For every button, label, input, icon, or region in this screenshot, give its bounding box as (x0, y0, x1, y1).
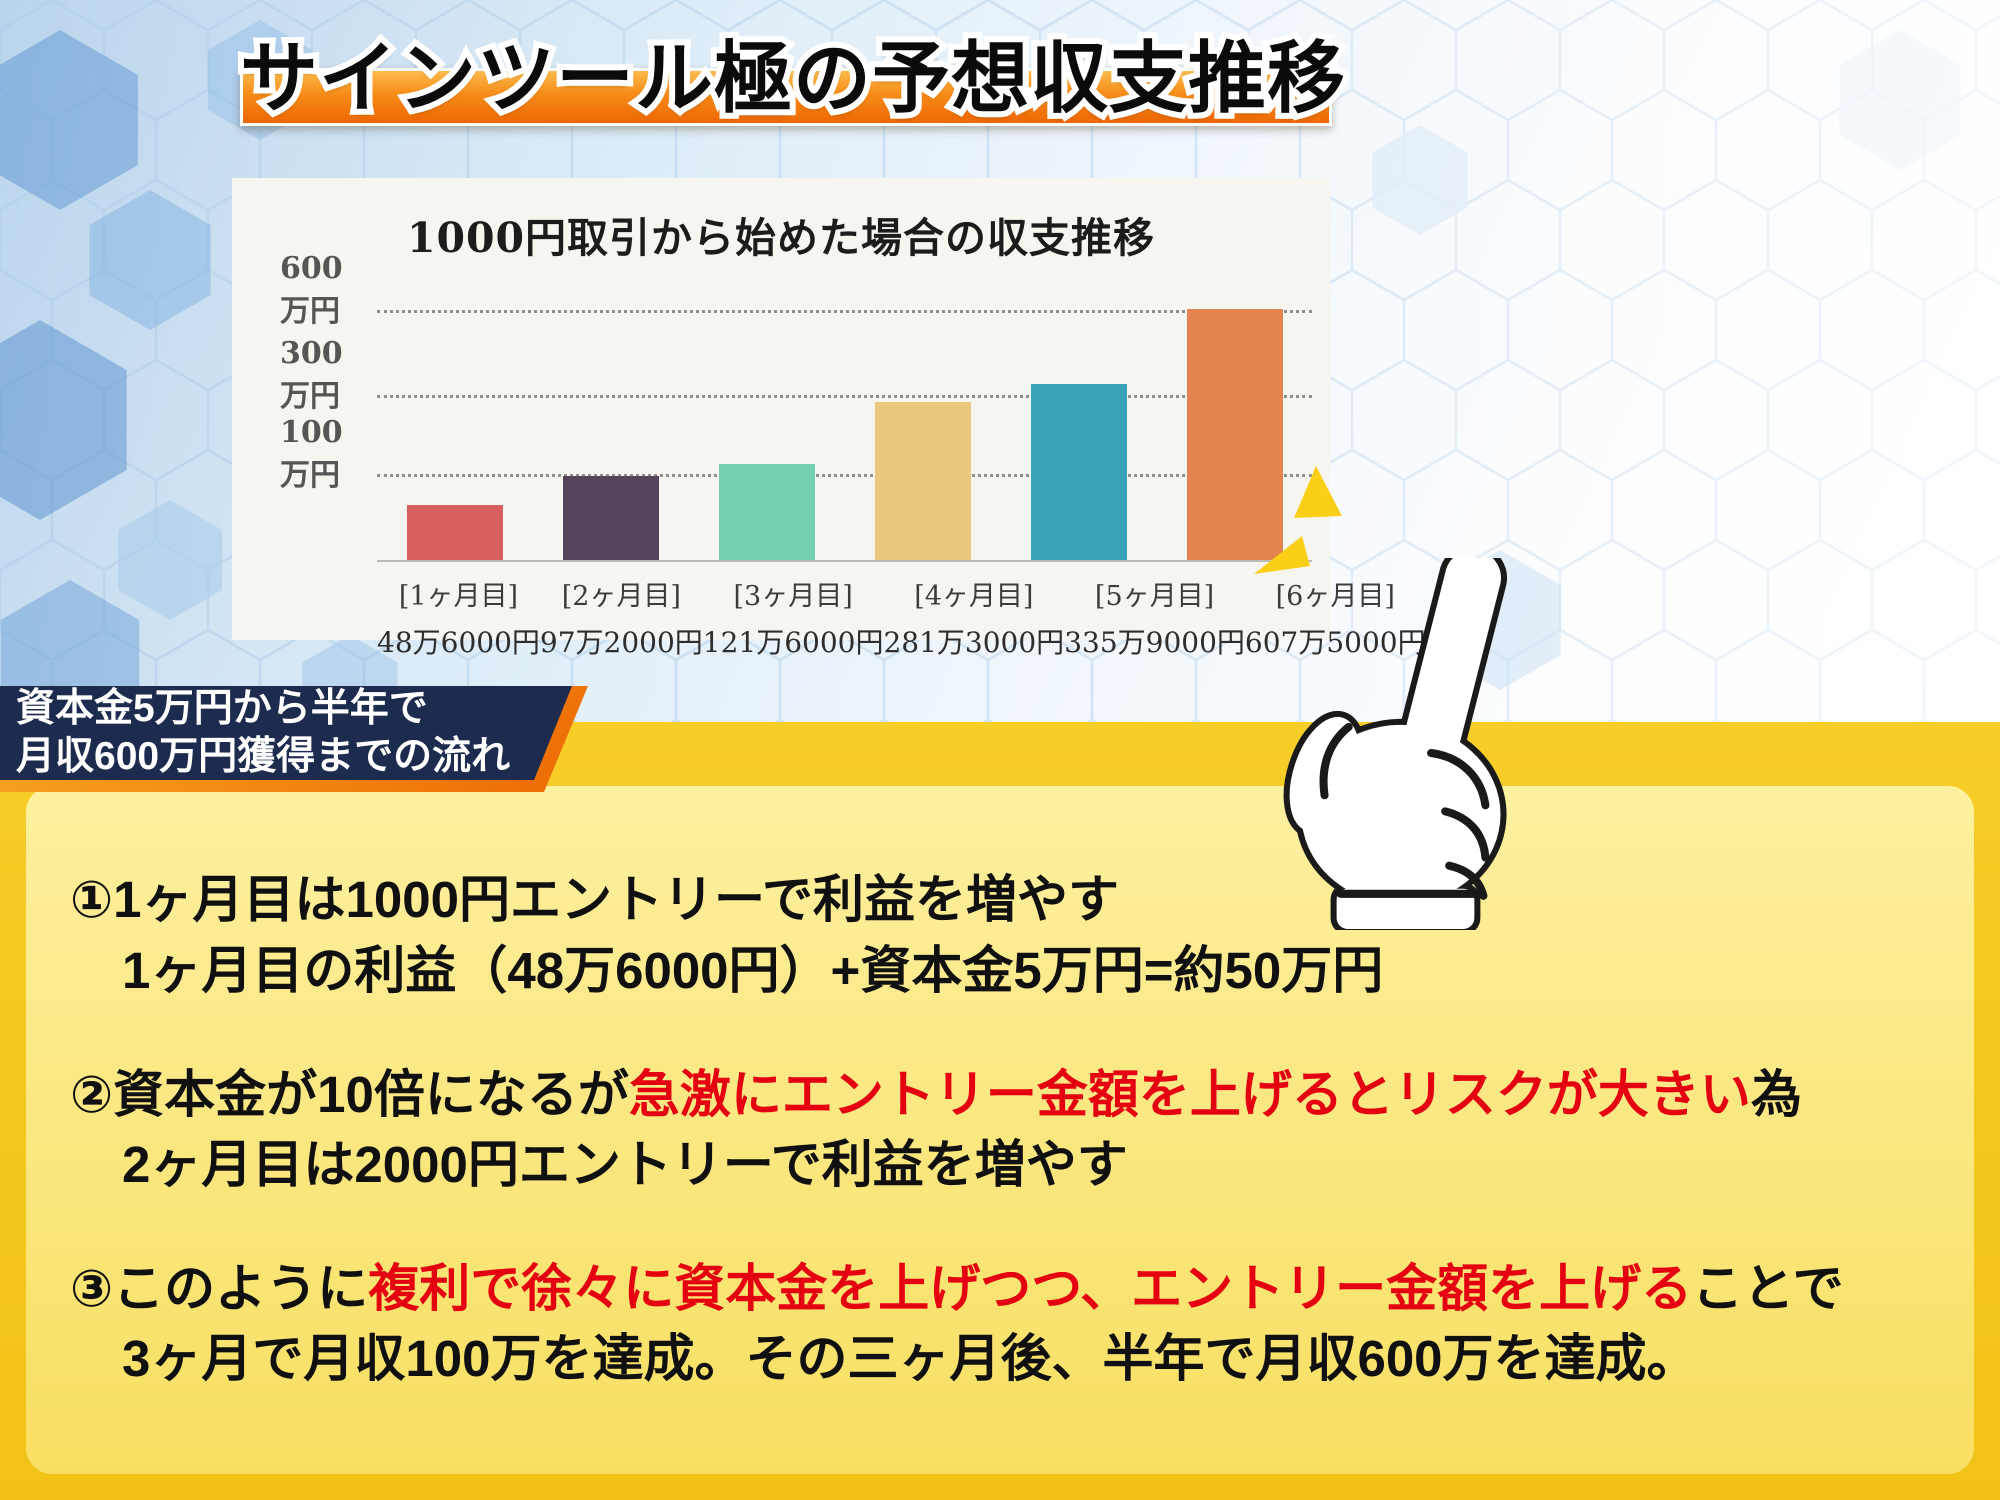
y-gridline (377, 474, 1312, 477)
chart-bar (563, 476, 659, 560)
chart-bar-column (533, 278, 689, 560)
chart-bar (1187, 309, 1283, 560)
note-2: ②資本金が10倍になるが急激にエントリー金額を上げるとリスクが大きい為 2ヶ月目… (70, 1060, 1930, 1201)
chart-bar-column (689, 278, 845, 560)
chart-x-labels: [1ヶ月目] 48万6000円 [2ヶ月目] 97万2000円 [3ヶ月目] 121万60… (377, 574, 1426, 661)
amount-label: 607万5000円 (1244, 626, 1426, 659)
amount-label: 121万6000円 (702, 626, 884, 659)
note-1: ①1ヶ月目は1000円エントリーで利益を増やす 1ヶ月目の利益（48万6000円… (70, 865, 1930, 1006)
emphasis-sparks-icon (1254, 466, 1342, 574)
note-3-line-1: ③このように複利で徐々に資本金を上げつつ、エントリー金額を上げることで (70, 1259, 1844, 1317)
chart-bar-column (377, 278, 533, 560)
highlighted-text: 複利で徐々に資本金を上げつつ、エントリー金額を上げる (368, 1259, 1693, 1317)
note-1-line-1: ①1ヶ月目は1000円エントリーで利益を増やす (70, 871, 1119, 929)
y-gridline (377, 309, 1312, 313)
month-label: [5ヶ月目] (1094, 581, 1215, 612)
month-label: [2ヶ月目] (561, 581, 681, 612)
amount-label: 48万6000円 (377, 626, 540, 659)
flow-badge-line1: 資本金5万円から半年で (16, 687, 428, 731)
highlighted-text: 急激にエントリー金額を上げるとリスクが大きい (628, 1065, 1751, 1123)
month-label: [6ヶ月目] (1275, 581, 1395, 612)
chart-plot: 600万円 300万円 100万円 (232, 251, 1330, 562)
month-label: [1ヶ月目] (398, 581, 519, 612)
chart-title: 1000円取引から始めた場合の収支推移 (406, 214, 1156, 262)
page-header: サインツール極の予想収支推移 サインツール極の予想収支推移 (234, 24, 1351, 152)
x-axis-label: [3ヶ月目] 121万6000円 (703, 574, 884, 661)
x-axis-label: [4ヶ月目] 281万3000円 (883, 574, 1064, 661)
flow-badge-line2: 月収600万円獲得までの流れ (16, 735, 511, 778)
notes-panel: ①1ヶ月目は1000円エントリーで利益を増やす 1ヶ月目の利益（48万6000円… (26, 786, 1974, 1474)
y-gridline (377, 394, 1312, 398)
chart-bar (407, 504, 503, 560)
y-axis-tick-label: 300万円 (280, 335, 343, 414)
chart-bars (377, 278, 1312, 562)
chart-bar (1031, 384, 1127, 560)
note-1-line-2: 1ヶ月目の利益（48万6000円）+資本金5万円=約50万円 (122, 941, 1384, 999)
y-axis-tick-label: 100万円 (280, 415, 343, 493)
note-2-line-2: 2ヶ月目は2000円エントリーで利益を増やす (122, 1136, 1128, 1193)
x-axis-label: [1ヶ月目] 48万6000円 (377, 574, 540, 661)
flow-badge: 資本金5万円から半年で 月収600万円獲得までの流れ (0, 686, 588, 792)
chart-bar (719, 464, 815, 560)
chart-panel: 1000円取引から始めた場合の収支推移 600万円 300万円 100万円 [1ヶ月… (232, 178, 1426, 659)
x-axis-label: [2ヶ月目] 97万2000円 (540, 574, 703, 661)
note-3-line-2: 3ヶ月で月収100万を達成。その三ヶ月後、半年で月収600万を達成。 (122, 1330, 1698, 1388)
month-label: [3ヶ月目] (733, 581, 853, 612)
chart-bar (875, 401, 971, 560)
amount-label: 281万3000円 (883, 626, 1065, 659)
x-axis-label: [5ヶ月目] 335万9000円 (1064, 574, 1245, 661)
chart-bar-column (1001, 278, 1157, 560)
title-highlight-bar (240, 68, 1332, 126)
note-3: ③このように複利で徐々に資本金を上げつつ、エントリー金額を上げることで 3ヶ月で… (70, 1254, 1930, 1395)
amount-label: 335万9000円 (1064, 626, 1245, 659)
chart-bar-column (845, 278, 1001, 560)
note-2-line-1: ②資本金が10倍になるが急激にエントリー金額を上げるとリスクが大きい為 (70, 1065, 1802, 1123)
bottom-section: ①1ヶ月目は1000円エントリーで利益を増やす 1ヶ月目の利益（48万6000円… (0, 722, 2000, 1500)
pointing-hand-icon (1283, 558, 1507, 930)
x-axis-label: [6ヶ月目] 607万5000円 (1245, 574, 1426, 661)
page-title: サインツール極の予想収支推移 (240, 33, 1347, 124)
page-title-stroke: サインツール極の予想収支推移 (234, 27, 1351, 130)
month-label: [4ヶ月目] (914, 581, 1034, 612)
chart-bar-column (1157, 278, 1313, 560)
amount-label: 97万2000円 (539, 626, 703, 659)
y-axis-tick-label: 600万円 (280, 250, 343, 329)
